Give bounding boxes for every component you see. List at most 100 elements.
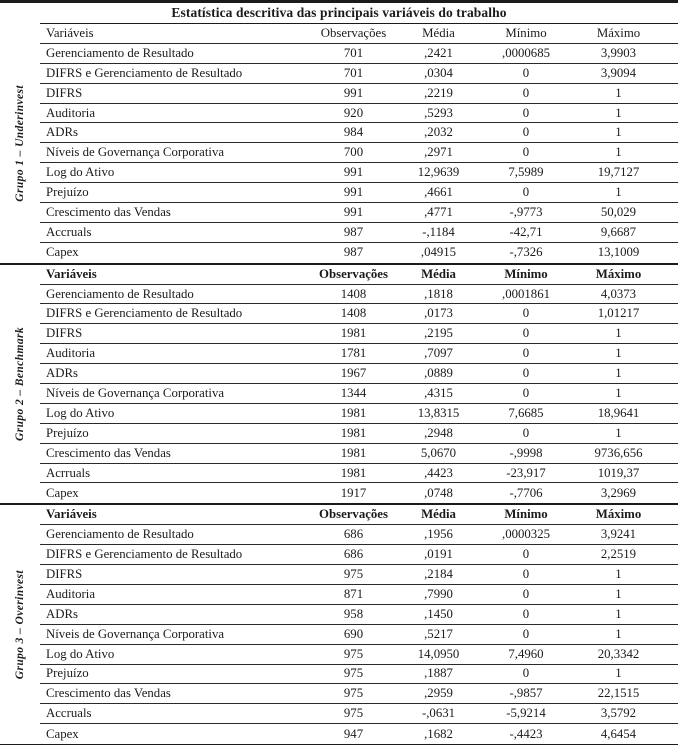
cell-value: 0 [522,65,530,80]
cell-value: 9,6687 [600,224,637,239]
cell-value: 0 [522,366,530,381]
cell-value: 0 [522,547,530,562]
cell-value: 22,1515 [597,686,640,701]
cell-value: 0 [522,385,530,400]
table-row: Accruals 975 -,0631 -5,9214 3,5792 [40,704,678,725]
header-row: Variáveis Observações Média Mínimo Máximo [40,505,678,526]
table-row: Gerenciamento de Resultado 1408 ,1818 ,0001… [40,285,678,305]
cell-value: ,0889 [424,366,453,381]
cell-value: -,4423 [509,726,543,741]
cell-value: 984 [343,125,364,140]
table-row: DIFRS 1981 ,2195 0 1 [40,324,678,345]
table-row: Crescimento das Vendas 975 ,2959 -,9857 22,1… [40,684,678,705]
variable-name: Log do Ativo [46,165,115,180]
group-label: Grupo 1 – Underinvest [14,84,26,202]
cell-value: 3,9094 [600,65,637,80]
cell-value: 9736,656 [594,445,643,460]
cell-value: ,0000685 [502,45,550,60]
cell-value: 958 [343,606,364,621]
cell-value: 690 [343,626,364,641]
cell-value: 0 [522,566,530,581]
cell-value: 0 [522,346,530,361]
cell-value: 7,5989 [508,165,544,180]
cell-value: ,2948 [424,425,453,440]
cell-value: 12,9639 [417,165,460,180]
group-rows: Variáveis Observações Média Mínimo Máximo Ger… [40,265,678,504]
group-label: Grupo 3 – Overinvest [14,570,26,680]
variable-name: Acrruals [46,465,91,480]
column-header: Média [421,266,456,281]
cell-value: 0 [522,606,530,621]
cell-value: 991 [343,165,364,180]
variable-name: Auditoria [46,586,96,601]
cell-value: 0 [522,105,530,120]
table-row: DIFRS e Gerenciamento de Resultado 1408 ,0… [40,304,678,325]
group-section-1: Grupo 1 – Underinvest Variáveis Observaçõe… [0,24,678,265]
group-label: Grupo 2 – Benchmark [14,327,26,442]
column-header: Mínimo [504,266,548,281]
cell-value: 987 [343,245,364,260]
cell-value: 1 [615,366,622,381]
variable-name: ADRs [46,606,78,621]
cell-value: ,4661 [424,185,453,200]
cell-value: -,7326 [509,245,543,260]
cell-value: 991 [343,85,364,100]
variable-name: Accruals [46,224,92,239]
cell-value: 701 [343,45,364,60]
cell-value: 14,0950 [417,646,460,661]
cell-value: 0 [522,185,530,200]
cell-value: 700 [343,145,364,160]
variable-name: Níveis de Governança Corporativa [46,626,225,641]
column-header: Observações [320,25,387,40]
cell-value: 947 [343,726,364,741]
cell-value: 3,5792 [600,706,637,721]
cell-value: -5,9214 [506,706,546,721]
cell-value: ,0173 [424,306,453,321]
column-header: Variáveis [46,266,97,281]
table-row: Accruals 987 -,1184 -42,71 9,6687 [40,223,678,243]
variable-name: Capex [46,726,79,741]
table-row: DIFRS e Gerenciamento de Resultado 701 ,03… [40,64,678,84]
cell-value: 50,029 [600,204,637,219]
cell-value: 1 [615,105,622,120]
cell-value: 701 [343,65,364,80]
table-row: Capex 947 ,1682 -,4423 4,6454 [40,724,678,744]
cell-value: 1 [615,566,622,581]
cell-value: ,2421 [424,45,453,60]
cell-value: 1 [615,85,622,100]
cell-value: ,5217 [424,626,453,641]
group-label-column: Grupo 1 – Underinvest [0,24,40,263]
table-row: DIFRS e Gerenciamento de Resultado 686 ,01… [40,545,678,566]
cell-value: ,1887 [424,666,453,681]
cell-value: 1 [615,145,622,160]
variable-name: Crescimento das Vendas [46,686,171,701]
cell-value: -,7706 [509,485,543,500]
cell-value: 0 [522,306,530,321]
table-row: Níveis de Governança Corporativa 1344 ,431… [40,384,678,404]
cell-value: ,1818 [424,286,453,301]
cell-value: 920 [343,105,364,120]
cell-value: ,7097 [424,346,453,361]
table-row: Gerenciamento de Resultado 686 ,1956 ,00003… [40,525,678,546]
column-header: Observações [319,507,388,522]
variable-name: Prejuízo [46,425,89,440]
cell-value: 1967 [340,366,367,381]
cell-value: 975 [343,706,364,721]
table-row: Gerenciamento de Resultado 701 ,2421 ,00006… [40,44,678,64]
table-row: Capex 987 ,04915 -,7326 13,1009 [40,243,678,263]
table-row: Log do Ativo 991 12,9639 7,5989 19,7127 [40,163,678,184]
variable-name: Auditoria [46,346,96,361]
cell-value: 1 [615,666,622,681]
table-row: Crescimento das Vendas 1981 5,0670 -,9998 97… [40,444,678,464]
table-row: ADRs 958 ,1450 0 1 [40,605,678,625]
cell-value: 975 [343,686,364,701]
cell-value: 1 [615,606,622,621]
variable-name: Prejuízo [46,185,89,200]
cell-value: 0 [522,125,530,140]
cell-value: ,5293 [424,105,453,120]
variable-name: DIFRS [46,566,83,581]
cell-value: 1981 [340,445,367,460]
cell-value: 1917 [340,485,367,500]
variable-name: ADRs [46,366,78,381]
